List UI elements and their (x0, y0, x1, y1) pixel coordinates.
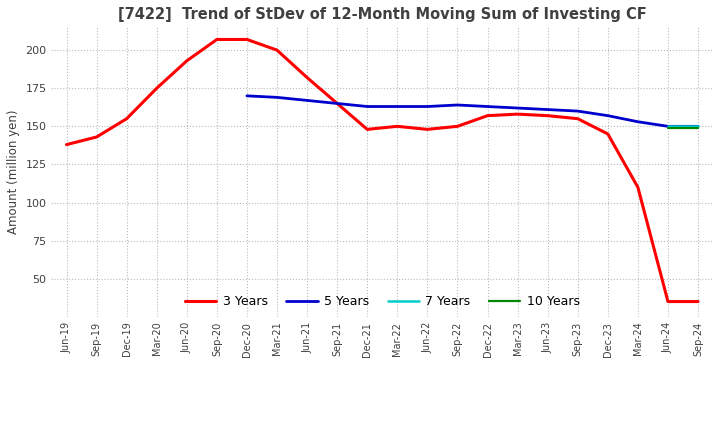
3 Years (423, 127, 432, 132)
5 Years (273, 95, 282, 100)
3 Years (363, 127, 372, 132)
3 Years (92, 134, 101, 139)
5 Years (333, 101, 341, 106)
5 Years (363, 104, 372, 109)
3 Years (603, 131, 612, 136)
3 Years (303, 75, 312, 80)
10 Years (664, 125, 672, 131)
10 Years (693, 125, 702, 131)
7 Years (664, 124, 672, 129)
3 Years (243, 37, 251, 42)
Line: 3 Years: 3 Years (66, 40, 698, 301)
5 Years (603, 113, 612, 118)
5 Years (453, 103, 462, 108)
5 Years (664, 124, 672, 129)
5 Years (393, 104, 402, 109)
Title: [7422]  Trend of StDev of 12-Month Moving Sum of Investing CF: [7422] Trend of StDev of 12-Month Moving… (118, 7, 647, 22)
5 Years (243, 93, 251, 99)
3 Years (453, 124, 462, 129)
5 Years (544, 107, 552, 112)
3 Years (634, 185, 642, 190)
Line: 5 Years: 5 Years (247, 96, 698, 126)
5 Years (423, 104, 432, 109)
3 Years (62, 142, 71, 147)
3 Years (153, 86, 161, 91)
3 Years (573, 116, 582, 121)
3 Years (664, 299, 672, 304)
3 Years (483, 113, 492, 118)
3 Years (693, 299, 702, 304)
5 Years (634, 119, 642, 125)
3 Years (513, 111, 522, 117)
5 Years (513, 106, 522, 111)
5 Years (483, 104, 492, 109)
5 Years (303, 98, 312, 103)
3 Years (544, 113, 552, 118)
5 Years (693, 124, 702, 129)
Y-axis label: Amount (million yen): Amount (million yen) (7, 110, 20, 234)
3 Years (182, 58, 191, 63)
5 Years (573, 108, 582, 114)
3 Years (212, 37, 221, 42)
Legend: 3 Years, 5 Years, 7 Years, 10 Years: 3 Years, 5 Years, 7 Years, 10 Years (180, 290, 585, 313)
7 Years (693, 124, 702, 129)
3 Years (122, 116, 131, 121)
3 Years (393, 124, 402, 129)
3 Years (273, 48, 282, 53)
3 Years (333, 101, 341, 106)
